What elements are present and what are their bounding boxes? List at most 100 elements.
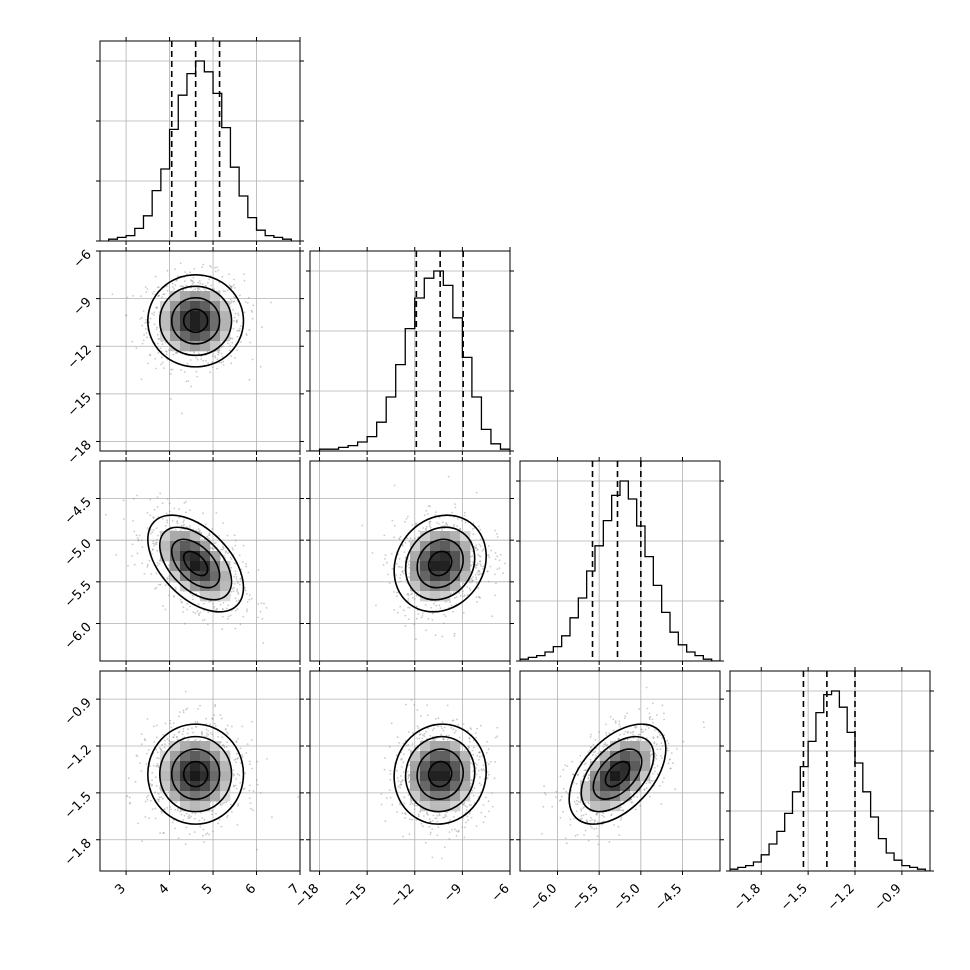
scatter-point: [151, 808, 154, 811]
scatter-point: [208, 534, 211, 536]
scatter-point: [476, 755, 479, 757]
scatter-point: [472, 753, 475, 756]
scatter-point: [157, 793, 160, 795]
scatter-point: [390, 722, 393, 725]
scatter-point: [226, 607, 228, 610]
scatter-point: [199, 529, 201, 532]
scatter-point: [197, 352, 200, 355]
scatter-point: [184, 528, 186, 531]
scatter-point: [403, 771, 405, 774]
scatter-point: [177, 731, 180, 734]
scatter-point: [396, 736, 399, 738]
scatter-point: [475, 773, 478, 776]
scatter-point: [491, 615, 494, 618]
scatter-point: [166, 738, 169, 740]
scatter-point: [222, 802, 224, 805]
scatter-point: [147, 362, 150, 365]
density-cell: [420, 801, 431, 812]
scatter-point: [429, 833, 432, 836]
scatter-point: [206, 281, 209, 284]
scatter-point: [415, 819, 418, 821]
density-panel-3-2: −6.0 −5.5 −5.0 −4.5: [516, 667, 724, 914]
scatter-point: [187, 816, 190, 818]
density-cell: [190, 771, 201, 782]
scatter-point: [189, 525, 191, 527]
scatter-point: [466, 594, 469, 596]
scatter-point: [174, 588, 177, 591]
scatter-point: [442, 737, 445, 740]
scatter-point: [155, 748, 158, 751]
scatter-point: [136, 494, 139, 497]
scatter-point: [237, 314, 240, 317]
scatter-point: [399, 566, 401, 568]
scatter-point: [182, 819, 185, 821]
scatter-point: [457, 830, 460, 833]
scatter-point: [430, 606, 433, 609]
density-cell: [420, 551, 431, 562]
scatter-point: [243, 311, 246, 314]
scatter-point: [442, 816, 444, 819]
scatter-point: [138, 534, 141, 537]
scatter-point: [154, 807, 157, 810]
scatter-point: [226, 342, 229, 345]
scatter-point: [491, 805, 494, 808]
scatter-point: [184, 245, 186, 247]
scatter-point: [185, 826, 188, 829]
scatter-point: [203, 618, 206, 621]
scatter-point: [477, 595, 480, 598]
scatter-point: [115, 554, 118, 556]
scatter-point: [400, 783, 403, 786]
scatter-point: [434, 739, 436, 742]
scatter-point: [245, 334, 248, 337]
scatter-point: [151, 771, 154, 774]
scatter-point: [142, 339, 145, 342]
scatter-point: [171, 821, 174, 824]
scatter-point: [236, 804, 239, 807]
density-cell: [460, 781, 471, 792]
scatter-point: [156, 326, 159, 329]
scatter-point: [156, 549, 159, 552]
scatter-point: [155, 736, 158, 739]
scatter-point: [450, 604, 453, 607]
density-cell: [160, 551, 171, 562]
density-cell: [450, 741, 461, 752]
scatter-point: [401, 570, 404, 573]
scatter-point: [256, 779, 258, 782]
density-cell: [160, 331, 171, 342]
scatter-point: [410, 818, 413, 821]
density-cell: [440, 791, 451, 802]
density-cell: [220, 311, 231, 322]
scatter-point: [407, 592, 410, 595]
y-tick-label: −1.8: [62, 836, 95, 869]
scatter-point: [479, 560, 481, 563]
scatter-point: [164, 743, 166, 746]
contour-level-0: [427, 550, 453, 577]
scatter-point: [468, 587, 471, 590]
scatter-point: [149, 514, 152, 517]
scatter-point: [250, 598, 253, 600]
scatter-point: [152, 517, 155, 519]
scatter-point: [474, 732, 477, 735]
scatter-point: [146, 563, 149, 566]
scatter-point: [271, 816, 273, 819]
scatter-point: [213, 548, 216, 550]
scatter-point: [480, 564, 483, 567]
scatter-point: [429, 526, 432, 529]
hist-panel-0: [96, 37, 304, 245]
scatter-point: [422, 734, 425, 737]
scatter-point: [408, 773, 411, 776]
scatter-point: [161, 356, 163, 359]
scatter-point: [225, 745, 228, 748]
scatter-point: [177, 522, 179, 525]
scatter-point: [158, 562, 161, 565]
scatter-point: [461, 817, 464, 820]
scatter-point: [221, 736, 224, 739]
scatter-point: [131, 555, 134, 557]
scatter-point: [407, 618, 410, 620]
scatter-point: [176, 520, 179, 522]
scatter-point: [400, 783, 402, 785]
density-cell: [170, 551, 181, 562]
scatter-point: [399, 605, 402, 608]
scatter-point: [199, 704, 201, 707]
density-cell: [180, 801, 191, 812]
